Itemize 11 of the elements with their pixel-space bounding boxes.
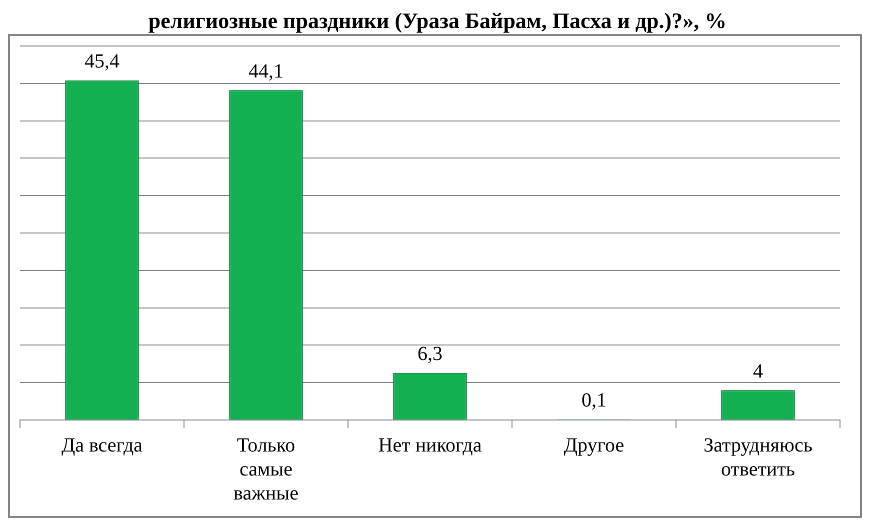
data-label: 44,1 [248,60,284,82]
x-tick-label: Только самые важные [234,434,299,504]
chart-title: религиозные праздники (Ураза Байрам, Пасха и др.)?», % [147,8,728,34]
x-tick-label: Затрудняюсь ответить [704,434,812,480]
data-label: 45,4 [84,50,120,73]
x-tick-label: Да всегда [61,434,143,456]
data-label: 4 [753,360,763,382]
data-label: 6,3 [418,343,442,366]
x-tick-label: Нет никогда [378,434,482,456]
data-label: 0,1 [582,390,606,412]
x-tick-label: Другое [564,434,624,456]
